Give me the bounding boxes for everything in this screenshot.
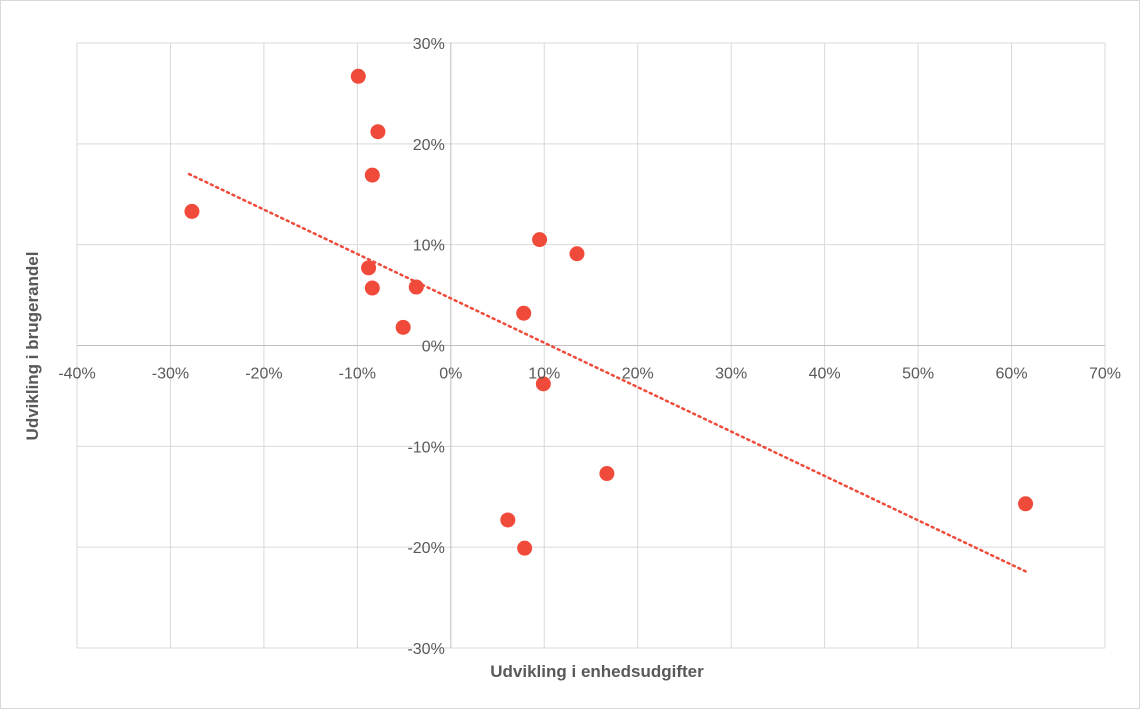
x-tick-labels: -40% -30% -20% -10% 0% 10% 20% 30% 40% 50% 60% 70% (58, 366, 1121, 383)
data-point (184, 203, 200, 219)
data-point (599, 466, 615, 482)
x-tick-label: 0% (439, 366, 462, 383)
y-tick-label: 10% (413, 238, 445, 255)
x-tick-label: 20% (622, 366, 654, 383)
data-point (535, 376, 551, 392)
data-point (364, 167, 380, 183)
x-tick-label: 50% (902, 366, 934, 383)
x-axis-title: Udvikling i enhedsudgifter (490, 662, 704, 681)
axes (77, 43, 1105, 648)
x-tick-label: 70% (1089, 366, 1121, 383)
data-point (516, 305, 532, 321)
x-tick-label: 10% (528, 366, 560, 383)
data-point (361, 260, 377, 276)
y-tick-label: -10% (407, 439, 444, 456)
x-tick-label: 40% (809, 366, 841, 383)
x-tick-label: 60% (996, 366, 1028, 383)
data-point (364, 280, 380, 296)
trendline (187, 172, 1027, 573)
x-tick-label: 30% (715, 366, 747, 383)
x-tick-label: -40% (58, 366, 95, 383)
y-tick-label: 0% (422, 339, 445, 356)
data-points (184, 68, 1034, 556)
data-point (395, 319, 411, 335)
data-point (532, 232, 548, 248)
data-point (517, 540, 533, 556)
data-point (569, 246, 585, 262)
y-tick-label: 20% (413, 137, 445, 154)
data-point (500, 512, 516, 528)
y-tick-label: -20% (407, 540, 444, 557)
x-tick-label: -30% (152, 366, 189, 383)
y-tick-label: 30% (413, 36, 445, 53)
y-tick-label: -30% (407, 641, 444, 658)
data-point (350, 68, 366, 84)
x-tick-label: -10% (339, 366, 376, 383)
y-tick-labels: -30% -20% -10% 0% 10% 20% 30% (407, 36, 444, 658)
trendline-group (187, 172, 1027, 573)
data-point (370, 124, 386, 140)
data-point (408, 279, 424, 295)
data-point (1018, 496, 1034, 512)
x-tick-label: -20% (245, 366, 282, 383)
y-axis-title: Udvikling i brugerandel (23, 252, 42, 441)
